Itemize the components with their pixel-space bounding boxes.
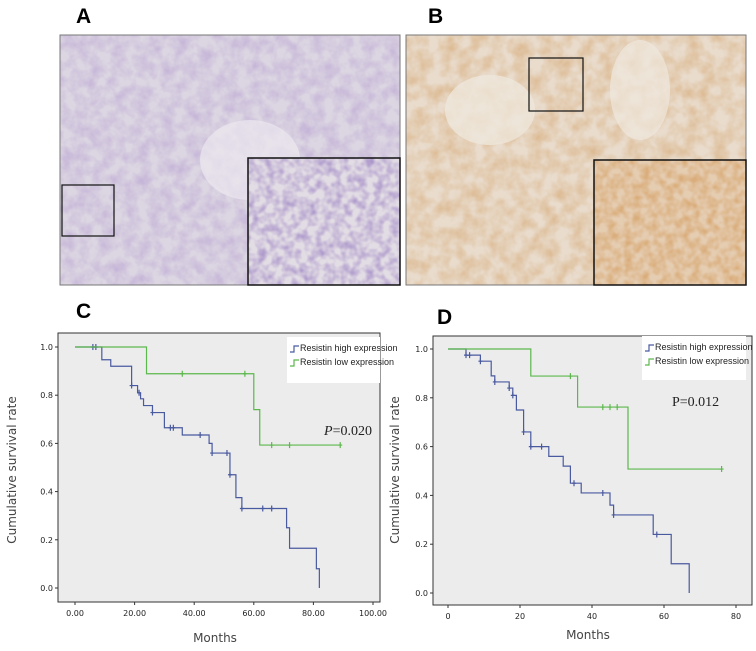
legend-label: Resistin high expression: [655, 342, 753, 352]
censor-mark-high: [239, 505, 244, 512]
panel-label-a: A: [76, 5, 91, 28]
censor-mark-high: [492, 378, 497, 385]
p-symbol: P: [323, 424, 333, 439]
censor-mark-low: [719, 466, 724, 473]
y-tick-label: 0.6: [40, 439, 53, 448]
legend: Resistin high expression Resistin low exp…: [287, 337, 398, 383]
censor-mark-low: [242, 370, 247, 377]
x-tick-label: 20.00: [123, 609, 146, 618]
y-tick-label: 0.8: [40, 391, 53, 400]
censor-mark-high: [464, 352, 468, 359]
censor-mark-high: [600, 489, 605, 496]
inset-a: [247, 157, 401, 286]
censor-mark-high: [528, 443, 533, 450]
x-tick-label: 0: [445, 612, 450, 621]
p-value: P=0.012: [672, 395, 719, 410]
x-tick-label: 80.00: [302, 609, 325, 618]
legend-label: Resistin low expression: [655, 356, 749, 366]
censor-mark-high: [521, 428, 526, 435]
censor-mark-high: [210, 450, 215, 457]
censor-mark-low: [338, 442, 343, 449]
legend-label: Resistin low expression: [300, 357, 394, 367]
y-tick-label: 0.6: [415, 443, 428, 452]
censor-mark-high: [269, 505, 274, 512]
plot-area: [432, 335, 753, 606]
censor-mark-low: [568, 373, 573, 380]
legend-box: [642, 336, 746, 380]
censor-mark-high: [467, 352, 472, 359]
censor-mark-high: [150, 409, 155, 416]
p-value: =0.020: [333, 424, 372, 439]
censor-mark-low: [600, 404, 605, 411]
censor-mark-high: [227, 471, 232, 478]
censor-mark-high: [171, 424, 176, 431]
x-tick-label: 40.00: [183, 609, 206, 618]
legend: Resistin high expression Resistin low exp…: [642, 336, 753, 380]
censor-mark-high: [507, 385, 512, 392]
y-tick-label: 0.2: [40, 536, 53, 545]
censor-mark-high: [260, 505, 265, 512]
legend-swatch-high: [645, 344, 654, 352]
histology-image-a: [59, 34, 401, 286]
legend-box: [287, 337, 380, 383]
y-tick-label: 0.8: [415, 394, 428, 403]
censor-mark-high: [510, 392, 515, 399]
censor-mark-low: [608, 404, 612, 411]
y-tick-label: 0.4: [40, 488, 53, 497]
legend-swatch-low: [645, 358, 654, 366]
x-axis-label: Months: [566, 628, 610, 642]
legend-swatch-low: [290, 359, 299, 367]
x-tick-label: 60: [659, 612, 669, 621]
p-value-annotation: P=0.020: [323, 424, 372, 439]
x-tick-label: 40: [587, 612, 597, 621]
censor-mark-low: [180, 370, 185, 377]
censor-mark-high: [224, 450, 229, 457]
censor-mark-high: [572, 480, 576, 487]
legend-swatch-high: [290, 345, 299, 353]
survival-curve-low: [448, 348, 722, 470]
censor-mark-high: [129, 382, 134, 389]
y-axis-label: Cumulative survival rate: [5, 396, 19, 544]
x-tick-label: 20: [515, 612, 525, 621]
survival-curve-low: [75, 346, 341, 446]
censor-mark-low: [287, 442, 292, 449]
histology-image-b: [405, 34, 747, 286]
panel-label-b: B: [428, 5, 443, 28]
panel-label-c: C: [76, 300, 91, 323]
censor-mark-high: [611, 511, 616, 518]
x-tick-label: 60.00: [242, 609, 265, 618]
censor-mark-high: [198, 431, 203, 438]
survival-chart-c: 0.0 0.2 0.4 0.6 0.8 1.0 0.00 20.00 40.00 60.00 80.…: [5, 332, 398, 645]
p-value-annotation: P=0.012: [672, 395, 719, 410]
censor-mark-high: [137, 389, 142, 396]
y-tick-label: 1.0: [415, 345, 428, 354]
inset-b: [593, 159, 747, 286]
region-box-b: [528, 57, 584, 112]
x-tick-label: 80: [731, 612, 741, 621]
region-box-a: [61, 184, 115, 237]
survival-chart-d: 0.0 0.2 0.4 0.6 0.8 1.0 0 20 40 60 80 Months Cumulat…: [388, 335, 753, 642]
x-tick-label: 100.00: [359, 609, 387, 618]
y-axis-label: Cumulative survival rate: [388, 396, 402, 544]
censor-mark-low: [269, 442, 274, 449]
y-tick-label: 0.2: [415, 540, 428, 549]
x-axis-label: Months: [193, 631, 237, 645]
legend-label: Resistin high expression: [300, 343, 398, 353]
y-tick-label: 0.0: [415, 589, 428, 598]
x-tick-label: 0.00: [66, 609, 84, 618]
censor-mark-high: [654, 531, 659, 538]
censor-mark-high: [539, 443, 544, 450]
y-tick-label: 1.0: [40, 343, 53, 352]
y-tick-label: 0.4: [415, 491, 428, 500]
y-tick-label: 0.0: [40, 584, 53, 593]
censor-mark-low: [615, 404, 620, 411]
panel-label-d: D: [437, 306, 452, 329]
censor-mark-high: [478, 358, 483, 365]
